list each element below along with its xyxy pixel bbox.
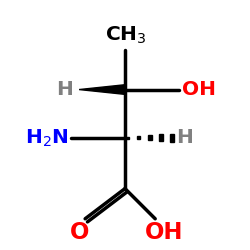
Text: OH: OH [182, 80, 216, 99]
Text: H: H [176, 128, 192, 147]
Polygon shape [79, 85, 125, 94]
Polygon shape [159, 134, 163, 141]
Text: OH: OH [144, 221, 183, 244]
Polygon shape [170, 134, 174, 142]
Text: O: O [70, 221, 89, 244]
Text: H: H [56, 80, 73, 99]
Text: H$_2$N: H$_2$N [25, 127, 68, 148]
Polygon shape [126, 137, 129, 138]
Polygon shape [137, 136, 140, 140]
Polygon shape [148, 135, 152, 140]
Text: CH$_3$: CH$_3$ [106, 25, 147, 46]
